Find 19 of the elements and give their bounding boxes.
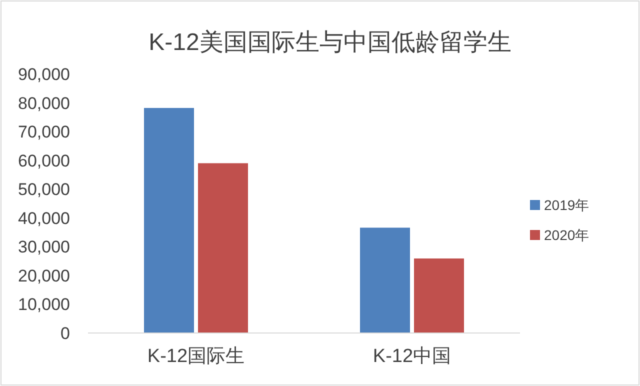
bar — [414, 258, 464, 333]
legend-label: 2019年 — [544, 197, 590, 213]
bar — [144, 108, 194, 333]
chart-title: K-12美国国际生与中国低龄留学生 — [148, 29, 512, 56]
x-tick-label: K-12国际生 — [147, 346, 245, 367]
bar — [198, 163, 248, 333]
y-tick-label: 20,000 — [18, 266, 70, 286]
y-tick-label: 30,000 — [18, 238, 70, 257]
y-tick-label: 50,000 — [18, 180, 70, 200]
x-tick-label: K-12中国 — [372, 346, 452, 367]
legend-label: 2020年 — [544, 227, 590, 243]
y-tick-label: 70,000 — [18, 122, 70, 142]
bar — [360, 228, 410, 333]
y-tick-label: 10,000 — [18, 295, 70, 314]
y-tick-label: 40,000 — [18, 208, 70, 228]
y-tick-label: 90,000 — [18, 65, 70, 84]
y-tick-label: 80,000 — [18, 94, 70, 113]
y-tick-label: 0 — [60, 324, 70, 343]
y-tick-label: 60,000 — [18, 151, 70, 170]
